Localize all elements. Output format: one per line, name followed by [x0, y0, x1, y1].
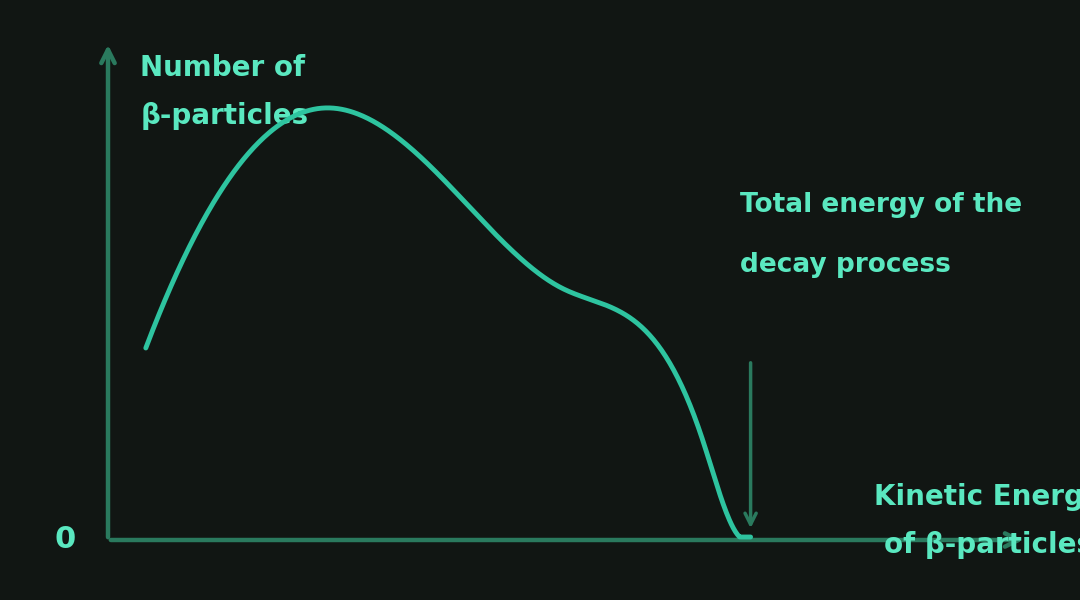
- Text: 0: 0: [54, 526, 76, 554]
- Text: β-particles: β-particles: [140, 102, 309, 130]
- Text: of β-particles: of β-particles: [883, 531, 1080, 559]
- Text: Total energy of the: Total energy of the: [740, 192, 1022, 218]
- Text: Number of: Number of: [140, 54, 306, 82]
- Text: decay process: decay process: [740, 252, 950, 278]
- Text: Kinetic Energy: Kinetic Energy: [874, 483, 1080, 511]
